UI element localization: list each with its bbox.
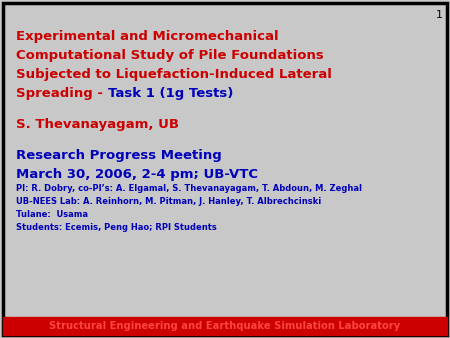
Text: 1: 1 (436, 10, 443, 20)
Text: March 30, 2006, 2-4 pm; UB-VTC: March 30, 2006, 2-4 pm; UB-VTC (16, 168, 258, 181)
Text: UB-NEES Lab: A. Reinhorn, M. Pitman, J. Hanley, T. Albrechcinski: UB-NEES Lab: A. Reinhorn, M. Pitman, J. … (16, 197, 321, 206)
Text: Students: Ecemis, Peng Hao; RPI Students: Students: Ecemis, Peng Hao; RPI Students (16, 223, 217, 232)
Text: Task 1 (1g Tests): Task 1 (1g Tests) (108, 87, 233, 100)
Text: Experimental and Micromechanical: Experimental and Micromechanical (16, 30, 279, 43)
Text: Spreading -: Spreading - (16, 87, 108, 100)
Text: Research Progress Meeting: Research Progress Meeting (16, 149, 222, 162)
Text: Structural Engineering and Earthquake Simulation Laboratory: Structural Engineering and Earthquake Si… (50, 321, 400, 331)
Text: Computational Study of Pile Foundations: Computational Study of Pile Foundations (16, 49, 324, 62)
Bar (3, 317, 447, 335)
Text: Subjected to Liquefaction-Induced Lateral: Subjected to Liquefaction-Induced Latera… (16, 68, 332, 81)
Text: S. Thevanayagam, UB: S. Thevanayagam, UB (16, 118, 179, 131)
Text: PI: R. Dobry, co-PI’s: A. Elgamal, S. Thevanayagam, T. Abdoun, M. Zeghal: PI: R. Dobry, co-PI’s: A. Elgamal, S. Th… (16, 184, 362, 193)
Text: Tulane:  Usama: Tulane: Usama (16, 210, 88, 219)
